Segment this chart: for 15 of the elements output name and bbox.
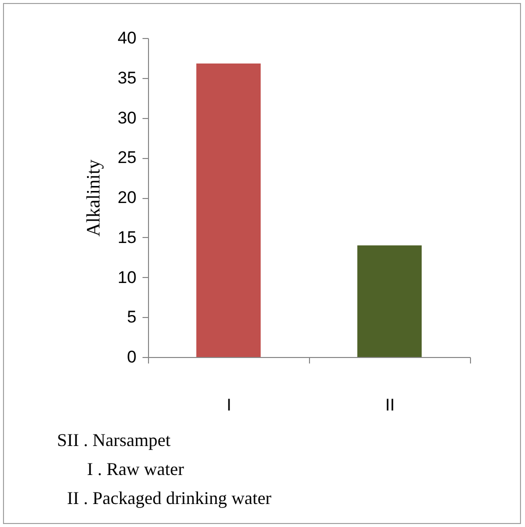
x-tick-label: I <box>226 396 232 414</box>
text: II . Packaged drinking water <box>67 488 272 509</box>
y-tick-label: 15 <box>118 228 136 247</box>
y-tick-label: 10 <box>118 268 136 287</box>
y-tick-label: 35 <box>118 68 136 88</box>
y-tick-label: 30 <box>118 108 136 128</box>
y-tick-label: 40 <box>118 28 136 48</box>
x-tick-label: II <box>385 396 395 414</box>
y-axis-title: Alkalinity <box>84 158 105 237</box>
text: SII . Narsampet <box>57 430 170 451</box>
text: I . Raw water <box>87 459 184 480</box>
y-tick-label: 0 <box>127 348 136 366</box>
y-tick-label: 5 <box>127 308 136 327</box>
y-tick-label: 25 <box>118 148 136 168</box>
y-tick-label: 20 <box>118 188 136 207</box>
